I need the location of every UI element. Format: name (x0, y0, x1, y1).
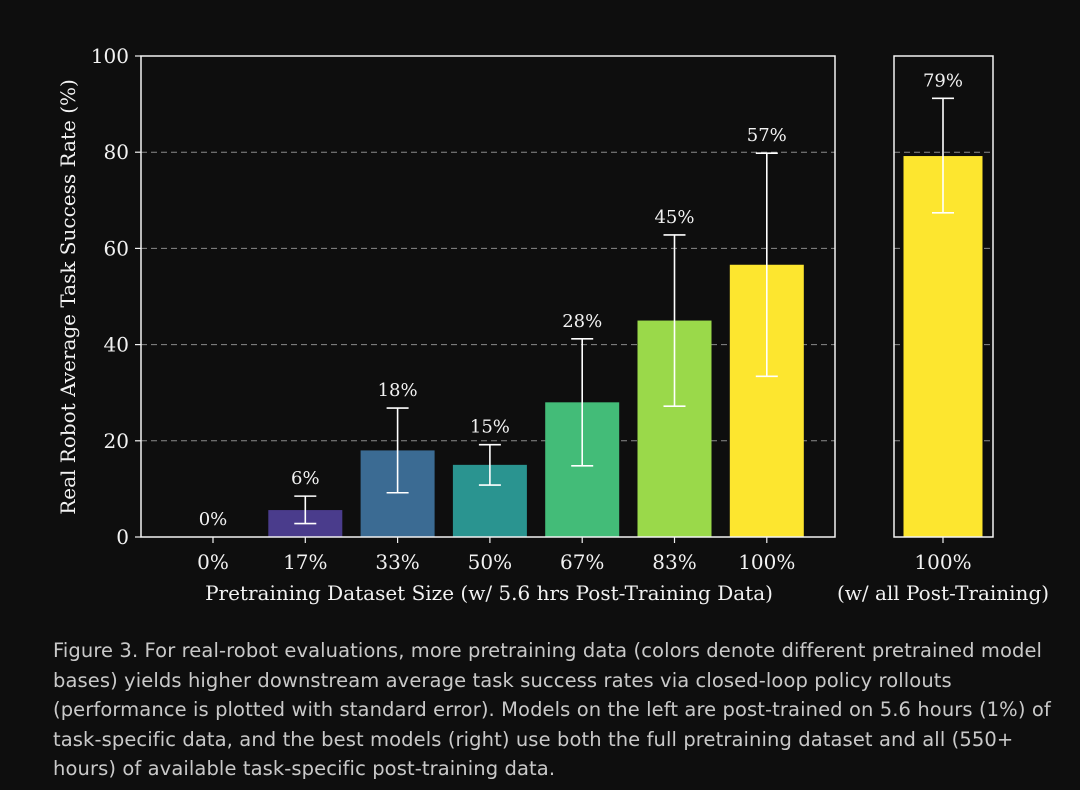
right-x-axis-label: (w/ all Post-Training) (837, 581, 1049, 605)
x-tick-label-6: 100% (738, 550, 795, 574)
y-axis-ticks: 0 20 40 60 80 100 (91, 44, 141, 549)
x-axis-ticks: 0% 17% 33% 50% 67% 83% 100% (197, 537, 795, 574)
x-tick-label-0: 0% (197, 550, 229, 574)
data-label-5: 45% (654, 207, 694, 228)
bar-0 (903, 156, 983, 537)
data-label-1: 6% (291, 468, 320, 489)
left-data-labels: 0% 6% 18% 15% 28% 45% 57% (199, 125, 787, 530)
success-rate-chart: 0% 6% 18% 15% 28% 45% 57% 0 20 40 60 80 100 0% 17% 33… (56, 44, 1049, 605)
y-tick-label-2: 40 (104, 333, 129, 357)
left-error-bars (294, 152, 778, 525)
data-label-6: 57% (747, 125, 787, 146)
y-tick-label-5: 100 (91, 44, 129, 68)
figure-caption: Figure 3. For real-robot evaluations, mo… (53, 639, 1051, 781)
data-label-0: 0% (199, 509, 228, 530)
y-tick-label-3: 60 (104, 236, 129, 260)
y-tick-label-0: 0 (116, 525, 129, 549)
right-data-labels: 79% (923, 70, 963, 91)
y-tick-label-1: 20 (104, 429, 129, 453)
y-tick-label-4: 80 (104, 140, 129, 164)
right-error-bars (932, 97, 954, 214)
left-plot-frame (140, 55, 836, 538)
y-axis-label: Real Robot Average Task Success Rate (%) (56, 79, 80, 515)
right-x-axis-ticks: 100% (914, 537, 972, 574)
right-bars (903, 156, 983, 537)
left-bars (268, 264, 804, 537)
data-label-0: 79% (923, 70, 963, 91)
left-panel: 0% 6% 18% 15% 28% 45% 57% 0 20 40 60 80 100 0% 17% 33… (56, 44, 836, 605)
x-axis-label: Pretraining Dataset Size (w/ 5.6 hrs Pos… (205, 581, 773, 605)
left-gridlines (141, 151, 835, 442)
x-tick-label-0: 100% (914, 550, 971, 574)
x-tick-label-2: 33% (375, 550, 419, 574)
x-tick-label-4: 67% (560, 550, 604, 574)
right-panel: 79% 100% (w/ all Post-Training) (837, 55, 1049, 605)
x-tick-label-5: 83% (652, 550, 696, 574)
data-label-2: 18% (378, 380, 418, 401)
data-label-3: 15% (470, 417, 510, 438)
x-tick-label-1: 17% (283, 550, 327, 574)
x-tick-label-3: 50% (468, 550, 512, 574)
data-label-4: 28% (562, 311, 602, 332)
